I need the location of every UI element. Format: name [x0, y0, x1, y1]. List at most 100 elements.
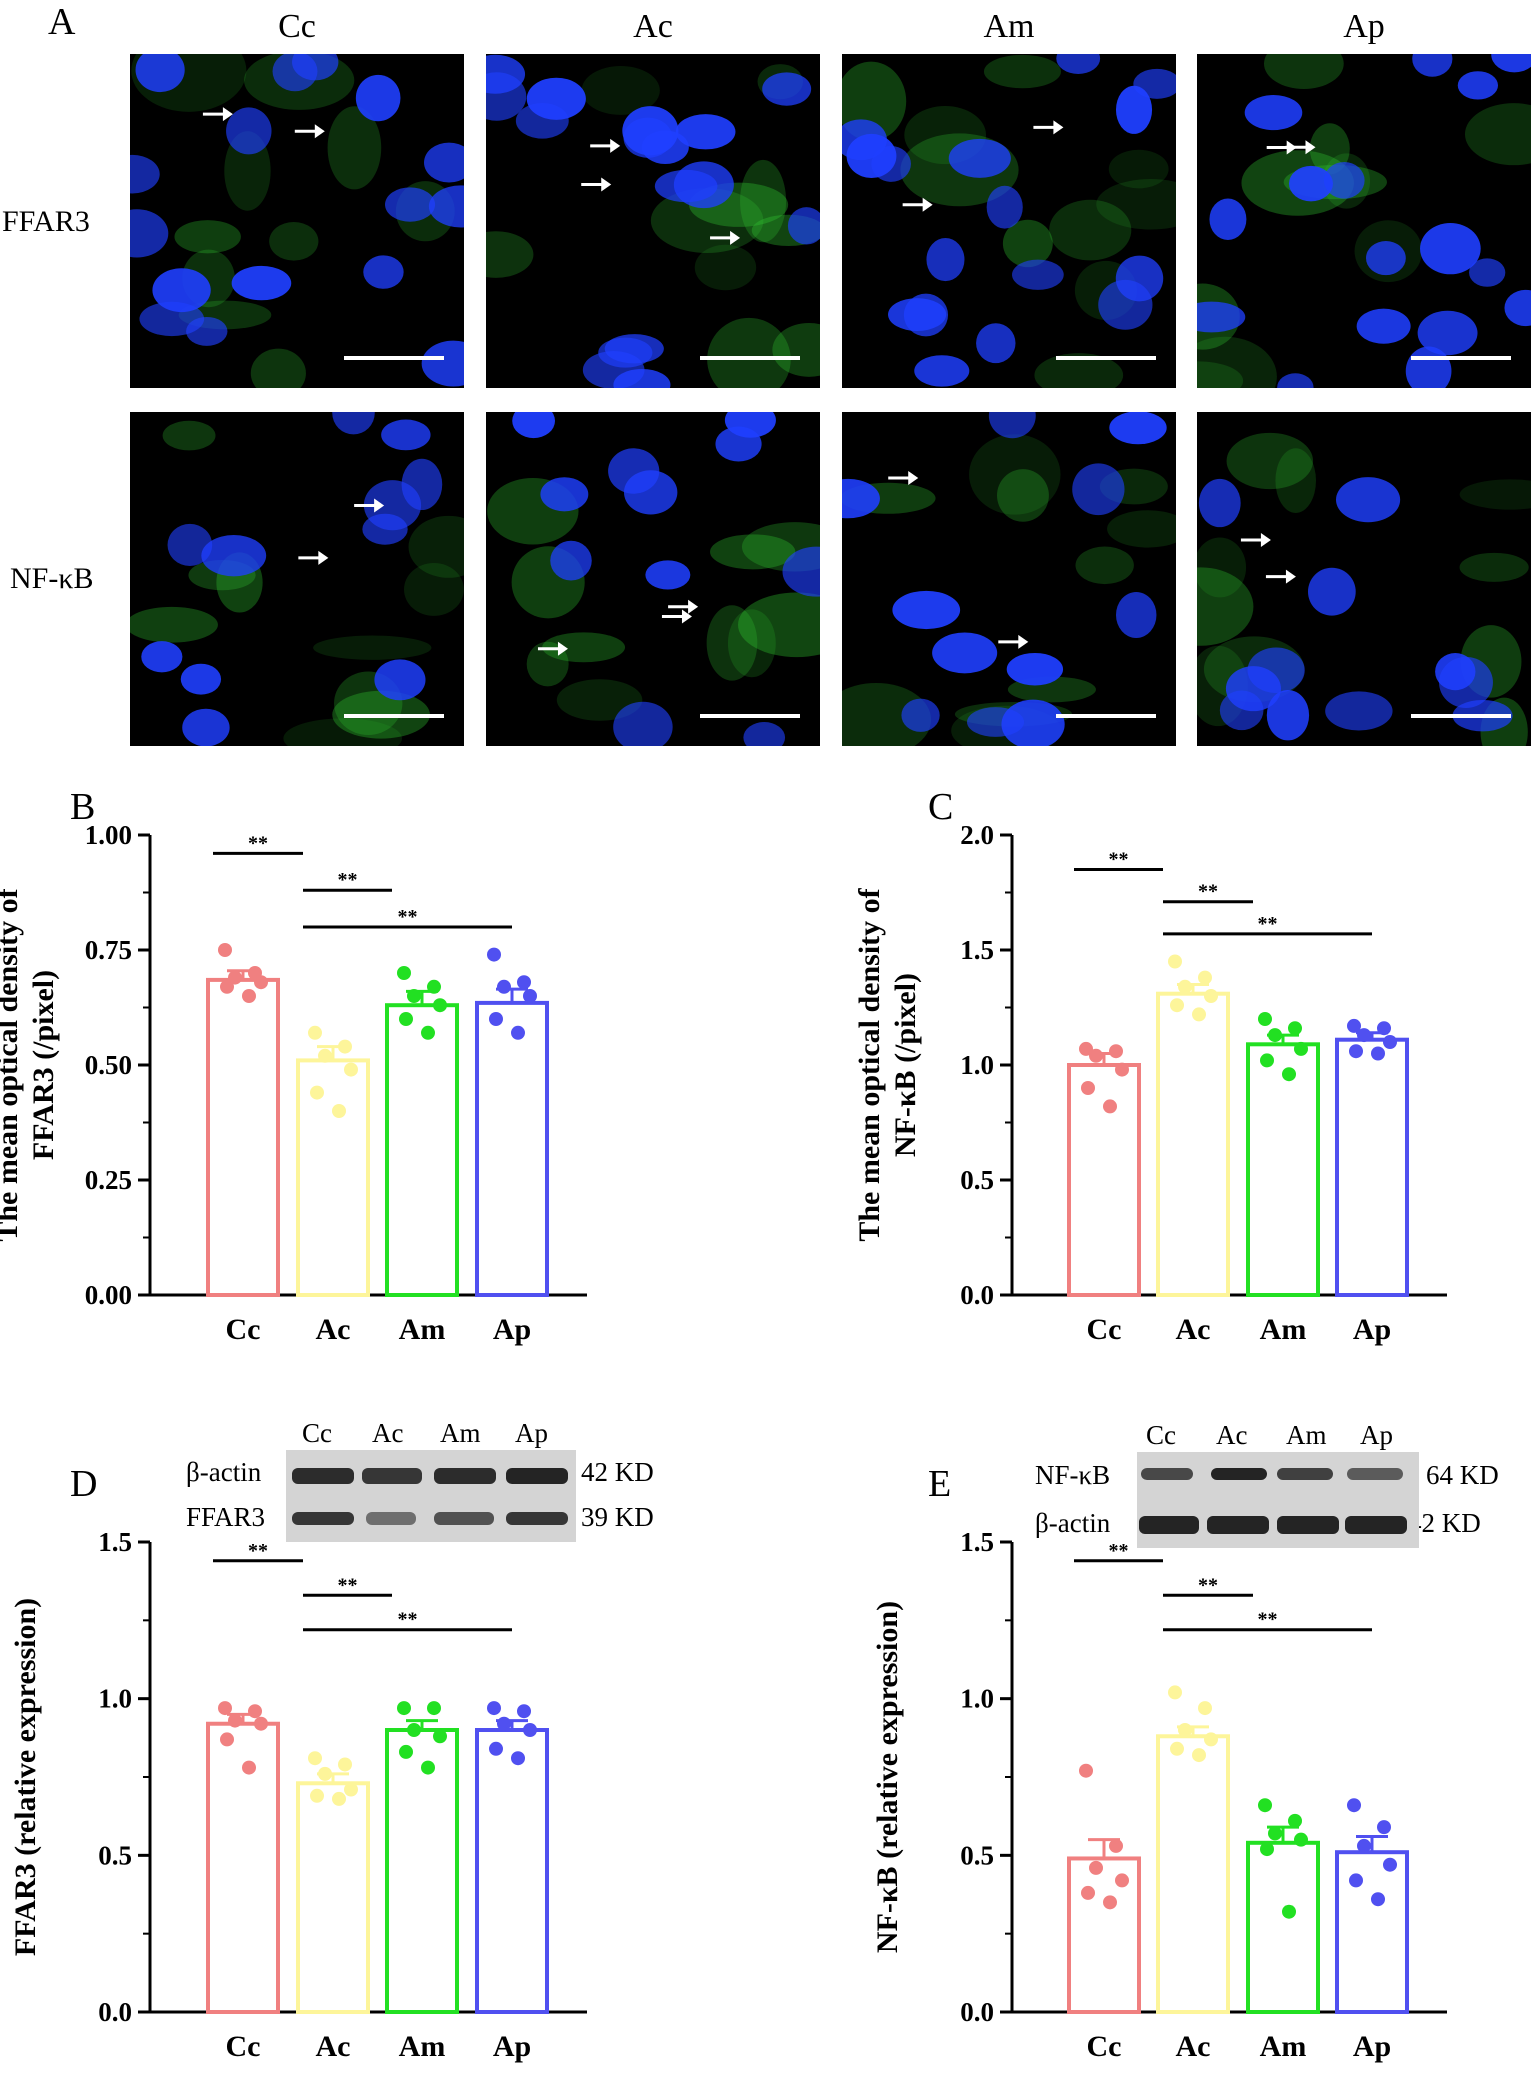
data-point	[338, 1039, 352, 1054]
stain-region	[996, 469, 1049, 522]
stain-region	[1096, 179, 1176, 230]
data-point	[344, 1062, 358, 1077]
nucleus	[948, 138, 1011, 178]
y-tick-label: 1.0	[960, 1050, 994, 1080]
y-tick-label: 1.5	[960, 1527, 994, 1557]
data-point	[517, 975, 531, 990]
arrow-marker	[294, 124, 325, 139]
stain-region	[250, 348, 306, 388]
data-point	[332, 1104, 346, 1118]
data-point	[1377, 1820, 1391, 1835]
nucleus	[988, 412, 1036, 439]
stain-region	[1275, 448, 1316, 513]
data-point	[511, 1025, 525, 1040]
nucleus	[1325, 691, 1393, 731]
stain-region	[727, 609, 776, 678]
arrow-marker	[537, 641, 568, 656]
data-point	[1371, 1046, 1385, 1061]
nucleus	[1435, 653, 1476, 691]
y-axis-label: FFAR3 (relative expression)	[9, 1598, 42, 1956]
row-label-nfkb: NF-κB	[10, 562, 94, 595]
nucleus	[1457, 71, 1499, 100]
nucleus	[1225, 666, 1281, 712]
significance-label: **	[248, 1540, 268, 1562]
blot-e-size-1: 64 KD	[1426, 1460, 1499, 1490]
column-label-cc: Cc	[278, 8, 316, 45]
data-point	[344, 1782, 358, 1797]
data-point	[399, 1744, 413, 1759]
blot-e-lane-am: Am	[1286, 1420, 1327, 1450]
data-point	[248, 1704, 262, 1719]
micrograph-ffar3-ac	[486, 54, 820, 388]
y-axis-label: The mean optical density ofFFAR3 (/pixel…	[0, 887, 60, 1241]
nucleus	[1491, 54, 1531, 73]
data-point	[1079, 1763, 1093, 1778]
blot-d-membrane	[286, 1450, 576, 1542]
data-point	[242, 989, 256, 1003]
data-point	[1198, 970, 1212, 985]
data-point	[397, 966, 411, 980]
nucleus	[374, 659, 426, 701]
data-point	[397, 1701, 411, 1716]
nucleus	[1323, 162, 1365, 199]
nucleus	[1266, 689, 1310, 741]
blot-band	[292, 1512, 354, 1525]
nucleus	[986, 185, 1023, 229]
nucleus	[1133, 68, 1176, 99]
bar-cc	[206, 977, 280, 1298]
data-point	[1170, 998, 1184, 1013]
stain-region	[707, 317, 791, 388]
significance-label: **	[1198, 1574, 1218, 1596]
data-point	[1258, 1012, 1272, 1026]
data-point	[1204, 1732, 1218, 1747]
bar-am	[385, 1728, 459, 2014]
data-point	[254, 1716, 268, 1731]
data-point	[407, 1723, 421, 1737]
nucleus	[540, 477, 589, 512]
nucleus	[1277, 373, 1314, 388]
stain-region	[1197, 537, 1247, 598]
blot-band	[292, 1468, 354, 1484]
nucleus	[1288, 165, 1333, 202]
chart-e: 0.0 0.5 1.0 1.5 NF-κB (relative expression) C…	[871, 1527, 1447, 2063]
arrow-marker	[888, 471, 919, 486]
chart-c: 0.0 0.5 1.0 1.5 2.0 The mean optical density …	[853, 820, 1447, 1346]
nucleus	[582, 351, 645, 388]
arrow-marker	[581, 177, 612, 192]
column-label-ap: Ap	[1343, 8, 1385, 45]
stain-region	[1263, 54, 1344, 89]
stain-region	[1309, 123, 1350, 175]
y-tick-label: 0.00	[85, 1280, 132, 1310]
data-point	[1288, 1813, 1302, 1828]
blot-e-protein-2: β-actin	[1035, 1508, 1111, 1538]
micrograph-ffar3-am	[842, 54, 1176, 388]
stain-region	[1226, 432, 1314, 490]
blot-d-lane-ac: Ac	[372, 1418, 404, 1448]
data-point	[310, 1788, 324, 1803]
x-tick-label: Ac	[1176, 2030, 1211, 2063]
y-tick-label: 1.5	[98, 1527, 132, 1557]
data-point	[1349, 1873, 1363, 1888]
bar-cc	[1067, 1063, 1141, 1297]
nucleus	[130, 209, 169, 258]
y-tick-label: 0.5	[98, 1840, 132, 1870]
stain-region	[772, 322, 820, 377]
data-point	[1178, 1723, 1192, 1737]
data-point	[338, 1757, 352, 1772]
bar-cc	[206, 1721, 280, 2014]
stain-region	[1459, 479, 1531, 510]
data-point	[218, 943, 232, 957]
data-point	[254, 975, 268, 990]
nucleus	[967, 707, 1025, 737]
stain-region	[174, 220, 241, 254]
bar-ac	[1156, 1734, 1230, 2015]
data-point	[1081, 1885, 1095, 1900]
nucleus	[1006, 652, 1064, 686]
y-tick-label: 0.5	[960, 1165, 994, 1195]
blot-band	[434, 1468, 496, 1484]
nucleus	[421, 340, 464, 387]
significance-label: **	[338, 869, 358, 891]
nucleus	[926, 238, 965, 282]
nucleus	[1504, 289, 1531, 327]
data-point	[489, 1012, 503, 1026]
